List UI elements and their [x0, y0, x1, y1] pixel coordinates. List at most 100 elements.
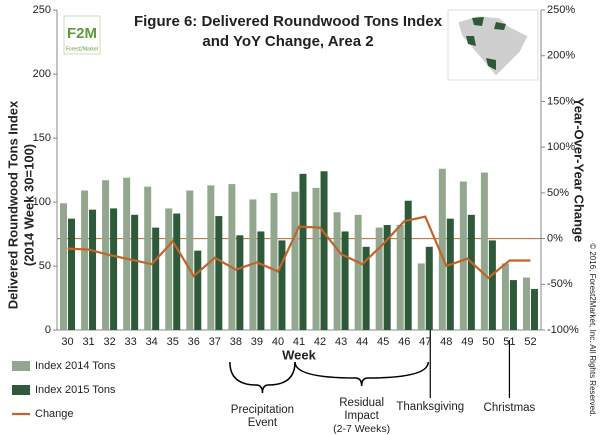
bar	[291, 191, 299, 330]
bar	[299, 173, 307, 330]
bar	[438, 168, 446, 330]
bar	[312, 187, 320, 330]
annotation: Thanksgiving	[396, 401, 464, 413]
bar	[123, 177, 131, 330]
bar	[341, 231, 349, 330]
x-tick-label: 39	[251, 336, 263, 348]
bar	[215, 216, 223, 330]
bar	[480, 172, 488, 330]
x-tick-label: 33	[125, 336, 137, 348]
x-tick-label: 48	[440, 336, 452, 348]
bar	[396, 225, 404, 330]
y-tick-label: 0	[45, 324, 51, 336]
x-tick-label: 50	[482, 336, 494, 348]
bar	[522, 277, 530, 330]
bar	[257, 231, 265, 330]
x-tick-label: 49	[461, 336, 473, 348]
bar	[501, 263, 509, 330]
logo: F2M Forest2Market	[63, 15, 101, 55]
legend-label: Index 2014 Tons	[35, 360, 116, 372]
bar	[320, 171, 328, 330]
bar	[236, 235, 244, 330]
y2-tick-label: 200%	[547, 50, 575, 62]
bar	[530, 289, 538, 330]
chart-title: Figure 6: Delivered Roundwood Tons Index	[134, 13, 443, 30]
bar	[152, 227, 160, 330]
y-tick-label: 50	[39, 260, 51, 272]
annotation: Precipitation	[231, 404, 294, 416]
x-axis-label: Week	[282, 347, 316, 362]
y-tick-label: 250	[33, 4, 51, 16]
bar	[354, 214, 362, 330]
bar	[425, 246, 433, 330]
legend-swatch	[12, 385, 30, 395]
annotation: (2-7 Weeks)	[333, 423, 390, 435]
y2-tick-label: 50%	[547, 187, 569, 199]
bar	[228, 184, 236, 330]
y2-axis-label: Year-Over-Year Change	[572, 98, 587, 243]
line	[67, 215, 531, 280]
bar	[467, 214, 475, 330]
y-axis-label: Delivered Roundwood Tons Index	[5, 100, 20, 309]
x-tick-label: 45	[377, 336, 389, 348]
bar	[186, 190, 194, 330]
legend-label: Change	[35, 408, 74, 420]
bar	[110, 208, 118, 330]
bar	[446, 218, 454, 330]
logo-mark: F2M	[67, 25, 97, 42]
map	[447, 9, 539, 81]
chart-title: and YoY Change, Area 2	[202, 33, 373, 50]
y-tick-label: 150	[33, 132, 51, 144]
y-tick-label: 200	[33, 68, 51, 80]
y-axis-label: (2014 Week 30=100)	[21, 144, 36, 266]
brace	[294, 361, 430, 387]
x-tick-label: 46	[398, 336, 410, 348]
bar	[194, 250, 202, 330]
y2-tick-label: 250%	[547, 4, 575, 16]
x-tick-label: 34	[146, 336, 158, 348]
copyright: © 2016, Forest2Market, Inc. All Rights R…	[588, 243, 597, 417]
bar	[173, 213, 181, 330]
x-tick-label: 44	[356, 336, 368, 348]
bar	[459, 181, 467, 330]
bar	[131, 214, 139, 330]
bar	[207, 185, 215, 330]
bar	[383, 225, 391, 330]
bar	[270, 193, 278, 330]
x-tick-label: 38	[230, 336, 242, 348]
y-tick-label: 100	[33, 196, 51, 208]
x-tick-label: 47	[419, 336, 431, 348]
legend-label: Index 2015 Tons	[35, 384, 116, 396]
bar	[509, 280, 517, 330]
x-tick-label: 52	[524, 336, 536, 348]
legend-swatch	[12, 361, 30, 371]
bar	[144, 186, 152, 330]
x-tick-label: 32	[103, 336, 115, 348]
bar	[417, 263, 425, 330]
bar	[278, 240, 286, 330]
bar	[81, 190, 89, 330]
y2-tick-label: -50%	[547, 278, 573, 290]
x-tick-label: 36	[188, 336, 200, 348]
brace	[229, 361, 296, 394]
x-tick-label: 41	[293, 336, 305, 348]
bar	[68, 218, 76, 330]
y2-tick-label: 100%	[547, 141, 575, 153]
logo-name: Forest2Market	[66, 46, 99, 52]
x-tick-label: 43	[335, 336, 347, 348]
y2-tick-label: 150%	[547, 95, 575, 107]
bar	[165, 208, 173, 330]
x-tick-label: 37	[209, 336, 221, 348]
bar	[362, 246, 370, 330]
x-tick-label: 42	[314, 336, 326, 348]
bar	[60, 203, 68, 330]
x-tick-label: 40	[272, 336, 284, 348]
x-tick-label: 30	[61, 336, 73, 348]
bar	[375, 227, 383, 330]
x-tick-label: 35	[167, 336, 179, 348]
annotation: Event	[248, 417, 278, 429]
y2-tick-label: -100%	[547, 324, 579, 336]
bar	[404, 200, 412, 330]
y2-tick-label: 0%	[547, 232, 563, 244]
